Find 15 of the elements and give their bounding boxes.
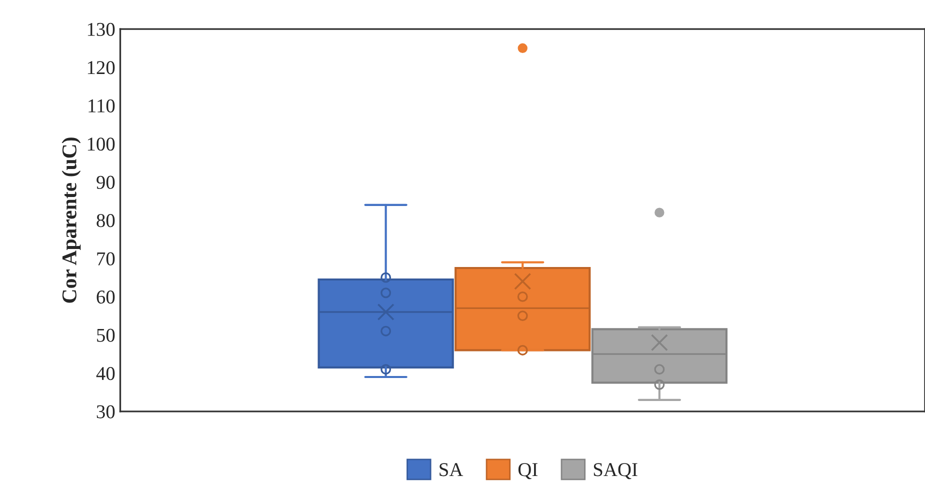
- y-tick-label: 70: [97, 252, 115, 266]
- legend-label: QI: [518, 463, 538, 480]
- y-tick-label: 130: [88, 22, 115, 36]
- legend-label: SA: [440, 463, 464, 476]
- legend-label: SAQI: [594, 463, 638, 480]
- y-tick-label: 120: [88, 61, 115, 74]
- y-tick-label: 40: [96, 366, 115, 380]
- y-tick-label: 50: [97, 328, 115, 342]
- y-tick-label: 60: [96, 290, 115, 304]
- y-tick-label: 100: [88, 138, 115, 151]
- y-tick-label: 30: [96, 405, 115, 418]
- y-tick-label: 80: [96, 214, 115, 228]
- y-tick-label: 110: [88, 99, 115, 112]
- y-axis-title: Cor Aparente (uC): [62, 138, 81, 303]
- y-tick-label: 90: [96, 176, 115, 189]
